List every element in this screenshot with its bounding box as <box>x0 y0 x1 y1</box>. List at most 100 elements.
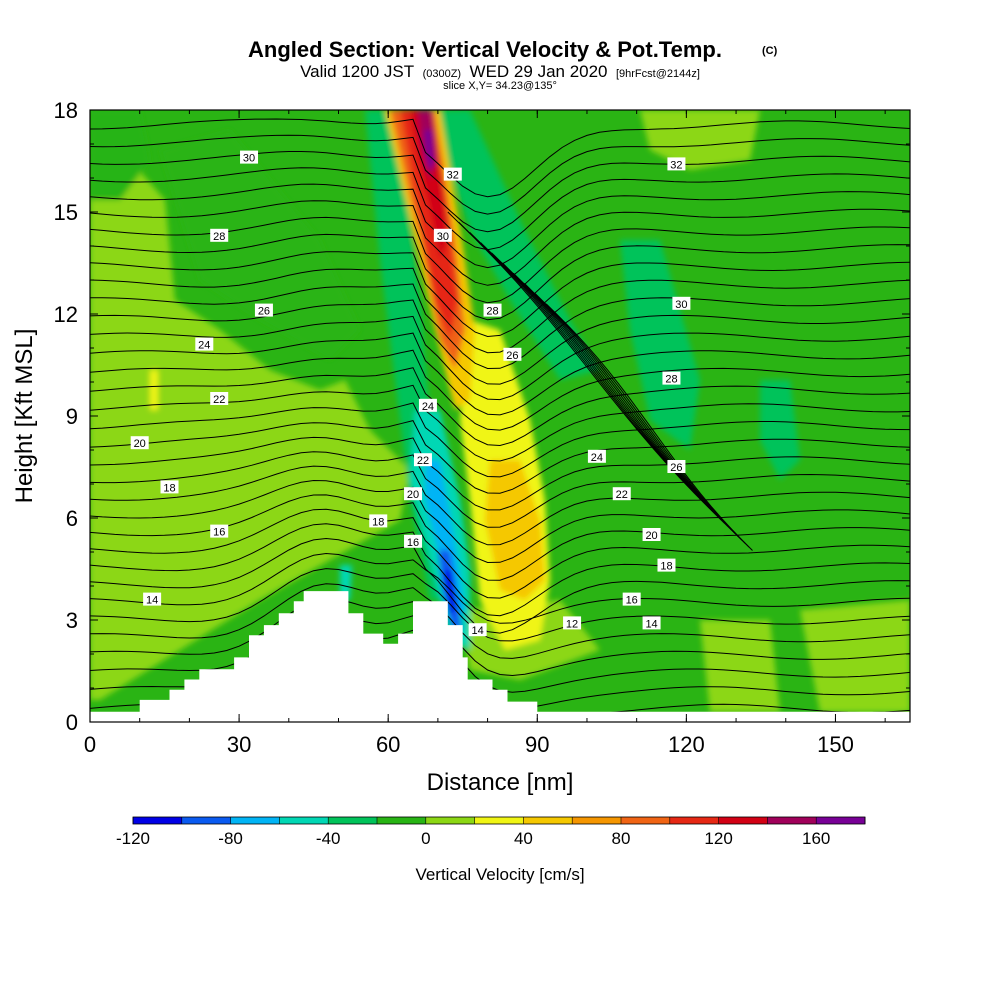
isentrope-line <box>545 303 753 551</box>
field-sink-band-east <box>430 110 600 380</box>
contour-label-box <box>468 623 487 637</box>
contour-label: 28 <box>662 371 681 386</box>
y-tick-label: 3 <box>66 608 78 633</box>
contour-label-box <box>210 524 229 538</box>
contour-label-box <box>612 487 631 501</box>
contour-label-text: 14 <box>645 618 657 630</box>
field-downdraft-peak <box>444 570 456 615</box>
isentrope-line <box>90 598 910 677</box>
contour-label-text: 32 <box>670 159 682 171</box>
colorbar: -120 -80 -40 0 40 80 120 160 <box>116 816 866 848</box>
contour-label: 26 <box>254 303 273 318</box>
contour-label-box <box>622 592 641 606</box>
y-tick-label: 9 <box>66 404 78 429</box>
isentrope-line <box>90 251 910 338</box>
contour-label-text: 22 <box>213 394 225 406</box>
valid-time-line: Valid 1200 JST (0300Z) WED 29 Jan 2020 [… <box>300 62 700 81</box>
colorbar-swatch <box>181 817 232 824</box>
isentrope-line <box>90 367 910 447</box>
contour-label: 22 <box>413 453 432 467</box>
colorbar-tick-label: -80 <box>218 829 243 848</box>
contour-label-text: 20 <box>645 530 657 542</box>
y-tick-label: 18 <box>54 98 78 123</box>
contour-label: 32 <box>443 167 462 182</box>
colorbar-swatch <box>621 817 671 824</box>
contour-label-text: 18 <box>163 482 175 494</box>
contour-label-text: 18 <box>372 516 384 528</box>
isentrope-line <box>90 451 910 528</box>
colorbar-swatch <box>377 817 427 824</box>
colorbar-tick-label: 120 <box>704 829 732 848</box>
contour-label-text: 14 <box>146 595 158 607</box>
terrain-mask <box>90 591 910 722</box>
contour-label: 14 <box>143 592 162 607</box>
contour-label-text: 16 <box>213 527 225 539</box>
isentrope-line <box>480 242 732 531</box>
contour-label-box <box>254 303 273 317</box>
contour-label: 12 <box>563 616 582 630</box>
field-neutral-nw <box>90 110 150 200</box>
isentrope-line <box>90 523 910 617</box>
contour-label-text: 12 <box>566 618 578 630</box>
contour-label: 26 <box>667 460 686 474</box>
contour-label-text: 30 <box>675 299 687 311</box>
colorbar-swatch <box>816 817 866 824</box>
contour-label: 30 <box>240 150 259 165</box>
contour-label-text: 26 <box>506 350 518 362</box>
colorbar-tick-label: 0 <box>421 829 430 848</box>
isentrope-line <box>90 167 910 251</box>
contour-label-box <box>433 228 452 242</box>
contour-label-text: 24 <box>591 452 603 464</box>
isentrope-line <box>90 420 910 494</box>
contour-label-text: 30 <box>437 231 449 243</box>
contour-label-text: 14 <box>472 625 484 637</box>
valid-zulu: (0300Z) <box>423 68 462 80</box>
contour-label-box <box>210 228 229 242</box>
contour-labels: 30 28 26 24 22 20 18 16 14 32 30 28 26 24 22 20 18 16 14 12… <box>130 150 691 637</box>
colorbar-swatch <box>767 817 817 824</box>
contour-label-box <box>642 528 661 541</box>
contour-label-text: 26 <box>670 462 682 474</box>
contour-label-text: 22 <box>616 489 628 501</box>
contour-label: 28 <box>483 303 502 318</box>
contour-label-box <box>443 167 462 181</box>
contour-label: 16 <box>210 524 229 539</box>
contour-label-text: 20 <box>134 438 146 450</box>
field-updraft-weak-s <box>700 620 780 712</box>
x-tick-label: 60 <box>376 732 400 757</box>
valid-prefix: Valid 1200 JST <box>300 62 414 81</box>
field-updraft-small <box>150 370 158 410</box>
contour-label-box <box>418 398 437 412</box>
field-updraft-plume-max <box>424 130 434 170</box>
contour-label: 30 <box>433 228 452 243</box>
valid-date: WED 29 Jan 2020 <box>470 62 608 81</box>
forecast-info: [9hrFcst@2144z] <box>616 68 700 80</box>
contour-label-box <box>240 150 259 164</box>
contour-label-text: 28 <box>665 374 677 386</box>
colorbar-swatch <box>230 817 280 824</box>
contour-label-box <box>642 616 661 630</box>
contour-label-text: 24 <box>198 340 210 352</box>
x-axis: 0 30 60 90 120 150 <box>84 110 886 757</box>
colorbar-swatch <box>572 817 622 824</box>
contour-label-box <box>404 534 423 548</box>
field-updraft-plume-core <box>410 110 448 260</box>
contour-label-box <box>503 347 522 361</box>
contour-label-box <box>657 558 676 572</box>
contour-label: 20 <box>642 528 661 542</box>
isentrope-line <box>534 293 750 548</box>
contour-label: 24 <box>418 398 437 413</box>
colorbar-swatch <box>425 817 476 824</box>
contour-label-text: 20 <box>407 489 419 501</box>
contour-label-box <box>210 392 229 405</box>
isentrope-line <box>90 299 910 385</box>
contour-label: 18 <box>369 514 388 528</box>
contour-label-text: 28 <box>213 231 225 243</box>
contour-label-box <box>195 337 214 351</box>
contour-label-box <box>143 592 162 606</box>
isentrope-line <box>90 118 910 198</box>
contour-label-box <box>404 487 423 501</box>
contour-label-text: 16 <box>626 595 638 607</box>
isentrope-line <box>90 568 910 642</box>
